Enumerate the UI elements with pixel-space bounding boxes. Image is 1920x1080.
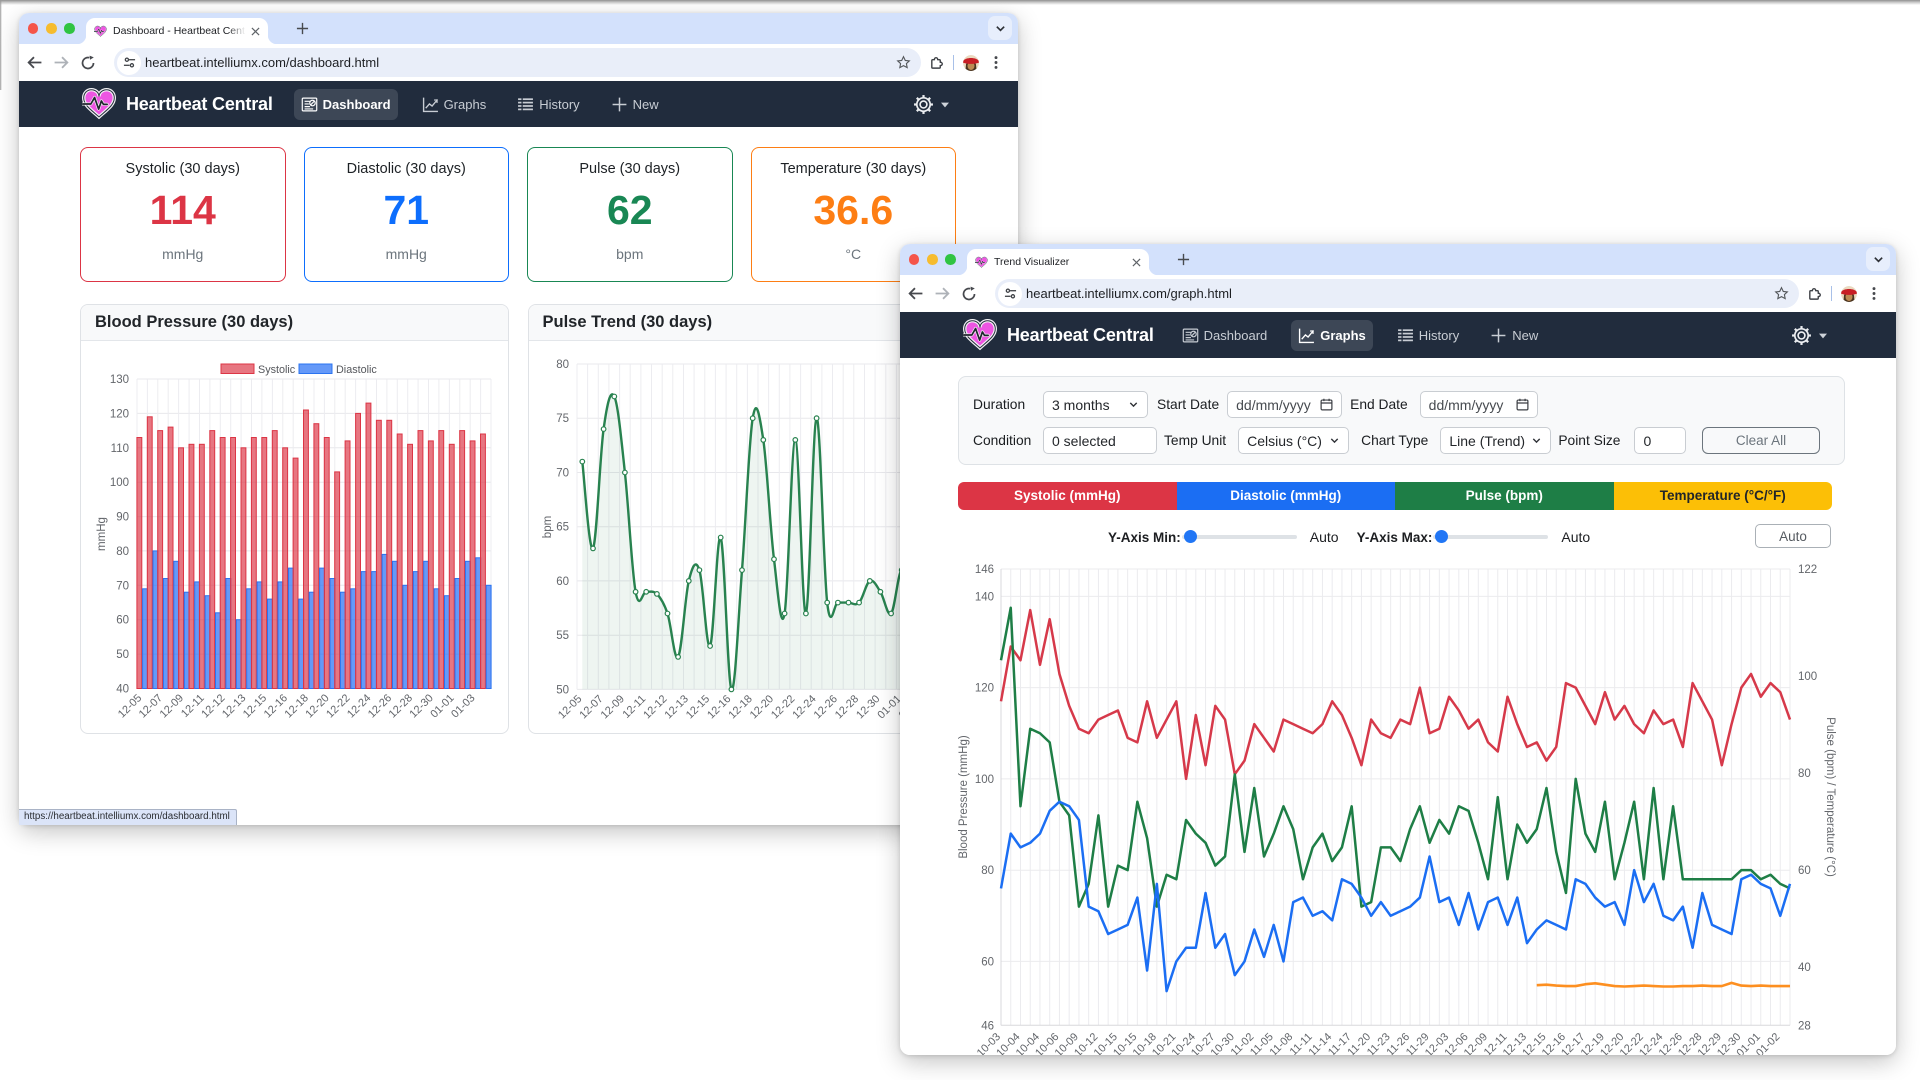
svg-text:80: 80 [981,865,994,877]
svg-text:bpm: bpm [542,515,554,537]
svg-text:12-18: 12-18 [726,693,754,721]
svg-text:40: 40 [116,683,129,695]
svg-text:100: 100 [975,774,994,786]
svg-text:80: 80 [556,359,569,371]
svg-text:122: 122 [1798,564,1817,576]
svg-text:130: 130 [110,374,129,386]
svg-text:60: 60 [1798,865,1811,877]
svg-text:12-22: 12-22 [769,693,797,721]
svg-text:28: 28 [1798,1020,1811,1032]
svg-text:50: 50 [556,684,569,696]
svg-text:12-09: 12-09 [598,693,626,721]
svg-text:50: 50 [116,649,129,661]
svg-text:100: 100 [110,477,129,489]
svg-text:12-05: 12-05 [556,693,584,721]
svg-text:12-12: 12-12 [641,693,669,721]
svg-text:140: 140 [975,591,994,603]
svg-text:90: 90 [116,511,129,523]
svg-text:60: 60 [116,614,129,626]
svg-text:75: 75 [556,413,569,425]
svg-text:120: 120 [975,683,994,695]
svg-text:146: 146 [975,564,994,576]
svg-text:55: 55 [556,630,569,642]
svg-text:60: 60 [556,575,569,587]
svg-text:110: 110 [111,442,129,454]
svg-text:mmHg: mmHg [96,517,108,551]
svg-text:120: 120 [110,408,129,420]
svg-text:Diastolic: Diastolic [336,364,377,376]
svg-text:Blood Pressure (mmHg): Blood Pressure (mmHg) [958,735,970,859]
svg-text:60: 60 [981,956,994,968]
svg-text:12-09: 12-09 [158,692,186,720]
svg-text:Systolic: Systolic [258,364,296,376]
svg-text:80: 80 [1798,768,1811,780]
svg-text:46: 46 [981,1020,994,1032]
svg-text:80: 80 [116,545,129,557]
svg-text:01-03: 01-03 [449,692,477,720]
svg-text:70: 70 [556,467,569,479]
svg-text:65: 65 [556,521,569,533]
svg-text:12-13: 12-13 [662,693,690,721]
svg-text:12-20: 12-20 [747,693,775,721]
svg-text:70: 70 [116,580,129,592]
svg-text:Pulse (bpm) / Temperature (°C): Pulse (bpm) / Temperature (°C) [1824,717,1836,877]
svg-text:40: 40 [1798,962,1811,974]
svg-text:100: 100 [1798,671,1817,683]
